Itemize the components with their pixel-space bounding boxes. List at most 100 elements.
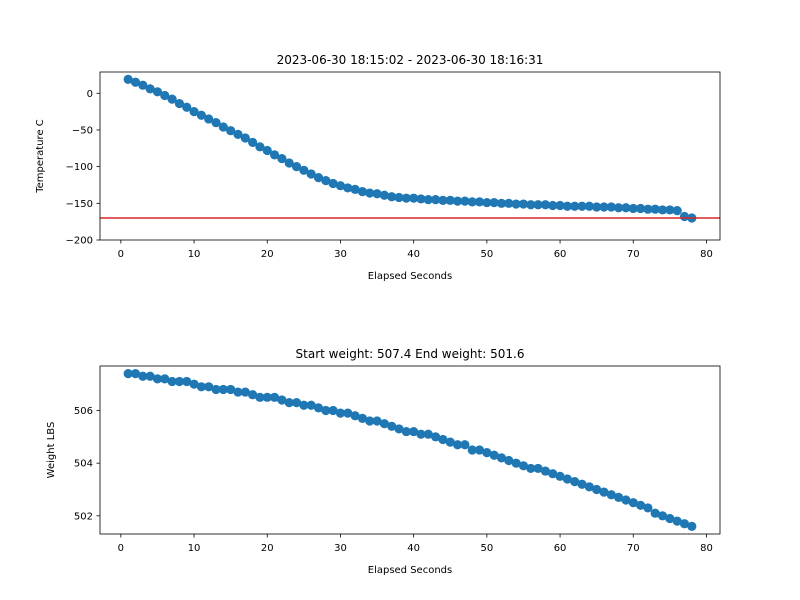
temperature-x-tick-label: 20: [261, 249, 274, 260]
weight-data-point: [394, 424, 404, 434]
weight-data-point: [606, 490, 616, 500]
temperature-data-point: [643, 204, 653, 214]
temperature-data-point: [306, 169, 316, 179]
temperature-data-point: [511, 199, 521, 209]
temperature-data-point: [496, 198, 507, 208]
weight-data-point: [255, 392, 265, 402]
weight-data-point: [555, 471, 565, 481]
weight-y-tick-label: 506: [74, 406, 93, 417]
weight-data-point: [174, 376, 185, 387]
weight-x-tick-label: 60: [554, 543, 567, 554]
temperature-panel: 2023-06-30 18:15:02 - 2023-06-30 18:16:3…: [35, 53, 721, 282]
weight-y-tick-label: 502: [74, 511, 93, 522]
weight-data-point: [657, 511, 668, 521]
weight-data-point: [160, 374, 170, 384]
temperature-data-point: [248, 137, 258, 148]
temperature-data-point: [328, 178, 338, 189]
weight-data-point: [335, 408, 346, 418]
temperature-data-point: [606, 202, 616, 212]
weight-data-point: [152, 374, 163, 384]
temperature-data-point: [299, 165, 309, 175]
weight-data-point: [240, 387, 250, 397]
temperature-data-point: [562, 201, 572, 211]
temperature-data-point: [540, 200, 551, 210]
temperature-data-point: [357, 186, 368, 197]
weight-data-point: [182, 376, 192, 387]
weight-data-point: [526, 463, 536, 474]
temperature-data-point: [489, 197, 499, 208]
temperature-data-point: [628, 203, 638, 214]
weight-data-point: [211, 384, 221, 395]
weight-data-point: [130, 369, 141, 379]
weight-data-point: [489, 450, 499, 460]
temperature-data-point: [504, 198, 514, 208]
weight-data-point: [306, 400, 316, 410]
temperature-data-point: [577, 201, 587, 211]
temperature-chart-title: 2023-06-30 18:15:02 - 2023-06-30 18:16:3…: [277, 53, 544, 67]
weight-data-point: [467, 445, 477, 455]
weight-data-point: [416, 429, 426, 439]
weight-x-tick-label: 0: [118, 543, 124, 554]
temperature-data-point: [614, 203, 624, 213]
temperature-data-point: [343, 183, 353, 193]
temperature-y-tick-label: −200: [66, 236, 93, 247]
temperature-data-point: [350, 184, 360, 194]
temperature-x-tick-label: 30: [334, 249, 347, 260]
weight-x-tick-label: 80: [700, 543, 713, 554]
weight-data-point: [277, 395, 287, 405]
weight-data-point: [687, 521, 697, 531]
temperature-data-point: [174, 98, 185, 109]
weight-data-point: [321, 405, 331, 416]
weight-data-point: [248, 390, 258, 400]
weight-data-point: [548, 469, 558, 479]
weight-data-point: [313, 403, 324, 413]
temperature-data-point: [394, 192, 404, 203]
temperature-data-point: [592, 202, 602, 212]
temperature-data-point: [518, 199, 529, 209]
temperature-data-point: [167, 94, 177, 104]
temperature-data-point: [379, 190, 389, 200]
temperature-data-point: [548, 200, 558, 211]
weight-data-point: [672, 516, 682, 526]
weight-data-point: [504, 455, 514, 466]
weight-x-tick-label: 20: [261, 543, 274, 554]
weight-data-point: [196, 382, 206, 392]
temperature-data-point: [189, 107, 199, 117]
temperature-x-tick-label: 40: [407, 249, 420, 260]
weight-data-point: [328, 405, 338, 416]
weight-data-point: [269, 392, 280, 402]
temperature-data-point: [416, 194, 426, 204]
weight-panel: Start weight: 507.4 End weight: 501.6 El…: [46, 347, 721, 576]
temperature-data-point: [445, 195, 455, 205]
weight-data-point: [643, 503, 653, 513]
temperature-x-tick-label: 70: [627, 249, 640, 260]
weight-data-point: [635, 500, 646, 510]
weight-data-point: [679, 519, 690, 529]
weight-data-point: [628, 498, 638, 508]
temperature-y-axis-label: Temperature C: [35, 119, 46, 194]
weight-data-point: [284, 398, 294, 408]
weight-x-tick-label: 10: [188, 543, 201, 554]
temperature-data-point: [599, 202, 609, 212]
weight-data-point: [650, 508, 660, 518]
temperature-data-point: [431, 195, 441, 205]
weight-data-point: [423, 429, 433, 439]
weight-chart-title: Start weight: 507.4 End weight: 501.6: [296, 347, 525, 361]
weight-data-point: [592, 484, 602, 495]
weight-data-point: [599, 487, 609, 497]
weight-data-point: [540, 466, 551, 476]
weight-data-point: [482, 448, 492, 458]
temperature-data-point: [182, 102, 192, 112]
temperature-data-point: [570, 201, 580, 211]
temperature-data-point: [145, 84, 155, 94]
weight-data-point: [145, 371, 155, 381]
temperature-x-tick-label: 0: [118, 249, 124, 260]
temperature-data-point: [460, 196, 470, 206]
temperature-data-point: [672, 206, 682, 216]
temperature-data-point: [240, 133, 250, 143]
weight-data-point: [138, 371, 148, 381]
weight-data-point: [570, 476, 580, 487]
weight-data-point: [511, 458, 521, 468]
temperature-data-point: [555, 200, 565, 211]
temperature-data-point: [284, 158, 294, 168]
